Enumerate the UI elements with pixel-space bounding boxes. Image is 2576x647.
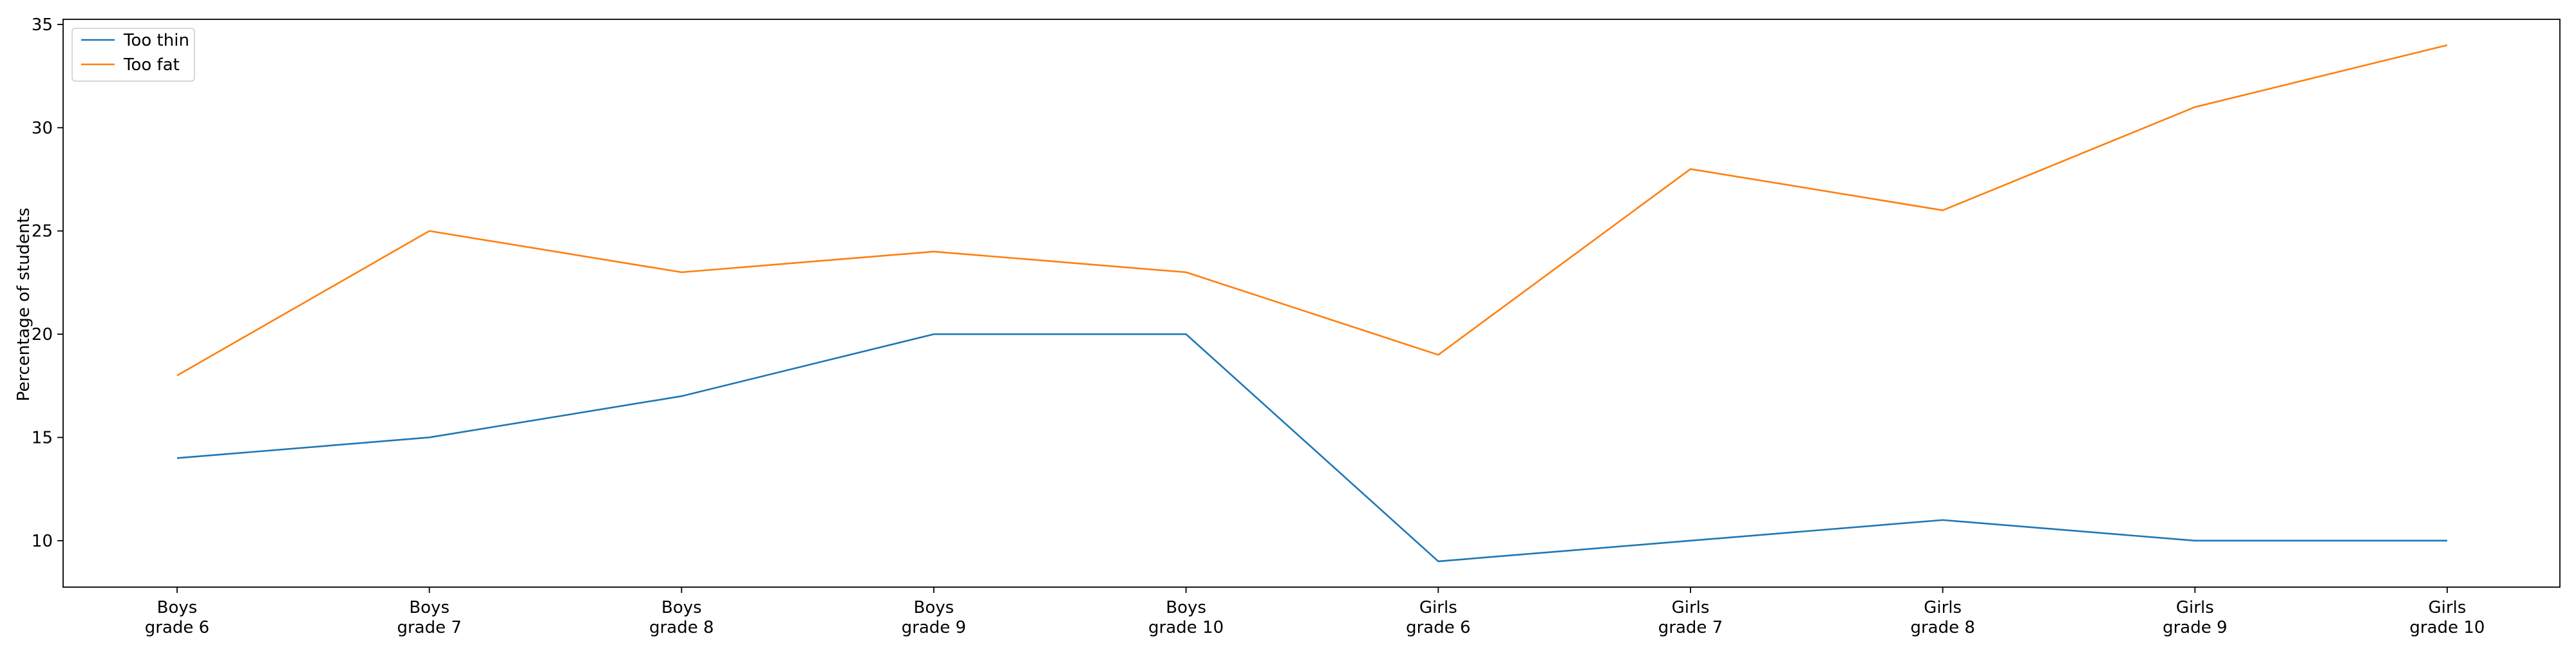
x-tick-label-line: grade 9 xyxy=(902,618,966,637)
x-tick-label-line: Girls xyxy=(1924,598,1962,617)
x-tick-label-line: grade 6 xyxy=(145,618,209,637)
x-tick-label: Girls grade 6 xyxy=(1406,598,1470,637)
x-tick-label-line: Girls xyxy=(2429,598,2467,617)
y-tick-label: 15 xyxy=(32,428,53,447)
x-tick-label-line: grade 10 xyxy=(2410,618,2485,637)
x-tick-label-line: Boys xyxy=(661,598,702,617)
x-tick-label: Boys grade 8 xyxy=(649,598,714,637)
legend-label-too-thin: Too thin xyxy=(123,31,189,50)
x-tick-label-line: grade 7 xyxy=(1658,618,1723,637)
x-tick-label-line: grade 10 xyxy=(1148,618,1224,637)
x-tick-label-line: Girls xyxy=(2176,598,2214,617)
x-tick-label: Girls grade 9 xyxy=(2163,598,2227,637)
y-tick-label: 20 xyxy=(32,325,53,344)
x-tick-label: Boys grade 6 xyxy=(145,598,209,637)
x-tick-label-line: grade 8 xyxy=(1910,618,1975,637)
series-line-too-fat xyxy=(176,44,2448,377)
y-tick-label: 35 xyxy=(32,15,53,35)
x-tick-label-line: grade 7 xyxy=(397,618,461,637)
x-tick-label-line: grade 6 xyxy=(1406,618,1470,637)
x-tick-label-line: Boys xyxy=(157,598,198,617)
x-tick-label-line: grade 8 xyxy=(649,618,714,637)
x-tick-label-line: Boys xyxy=(1166,598,1206,617)
y-axis-label: Percentage of students xyxy=(14,208,33,402)
x-tick-label: Girls grade 10 xyxy=(2410,598,2485,637)
legend: Too thin Too fat xyxy=(71,28,195,82)
x-tick-label-line: Girls xyxy=(1419,598,1457,617)
x-tick-label-line: Boys xyxy=(914,598,954,617)
x-tick-label: Boys grade 9 xyxy=(902,598,966,637)
x-tick-label-line: grade 9 xyxy=(2163,618,2227,637)
legend-label-too-fat: Too fat xyxy=(123,55,180,75)
y-tick-label: 25 xyxy=(32,222,53,241)
x-tick-label-line: Girls xyxy=(1672,598,1710,617)
y-tick-label: 30 xyxy=(32,118,53,138)
series-line-too-thin xyxy=(176,333,2447,563)
plot-layer xyxy=(176,44,2448,563)
x-tick-label: Boys grade 10 xyxy=(1148,598,1224,637)
x-tick-label-line: Boys xyxy=(409,598,450,617)
x-tick-label: Boys grade 7 xyxy=(397,598,461,637)
plot-frame xyxy=(62,19,2561,588)
legend-box xyxy=(71,28,195,82)
x-tick-label: Girls grade 8 xyxy=(1910,598,1975,637)
y-tick-label: 10 xyxy=(32,532,53,551)
x-tick-label: Girls grade 7 xyxy=(1658,598,1723,637)
